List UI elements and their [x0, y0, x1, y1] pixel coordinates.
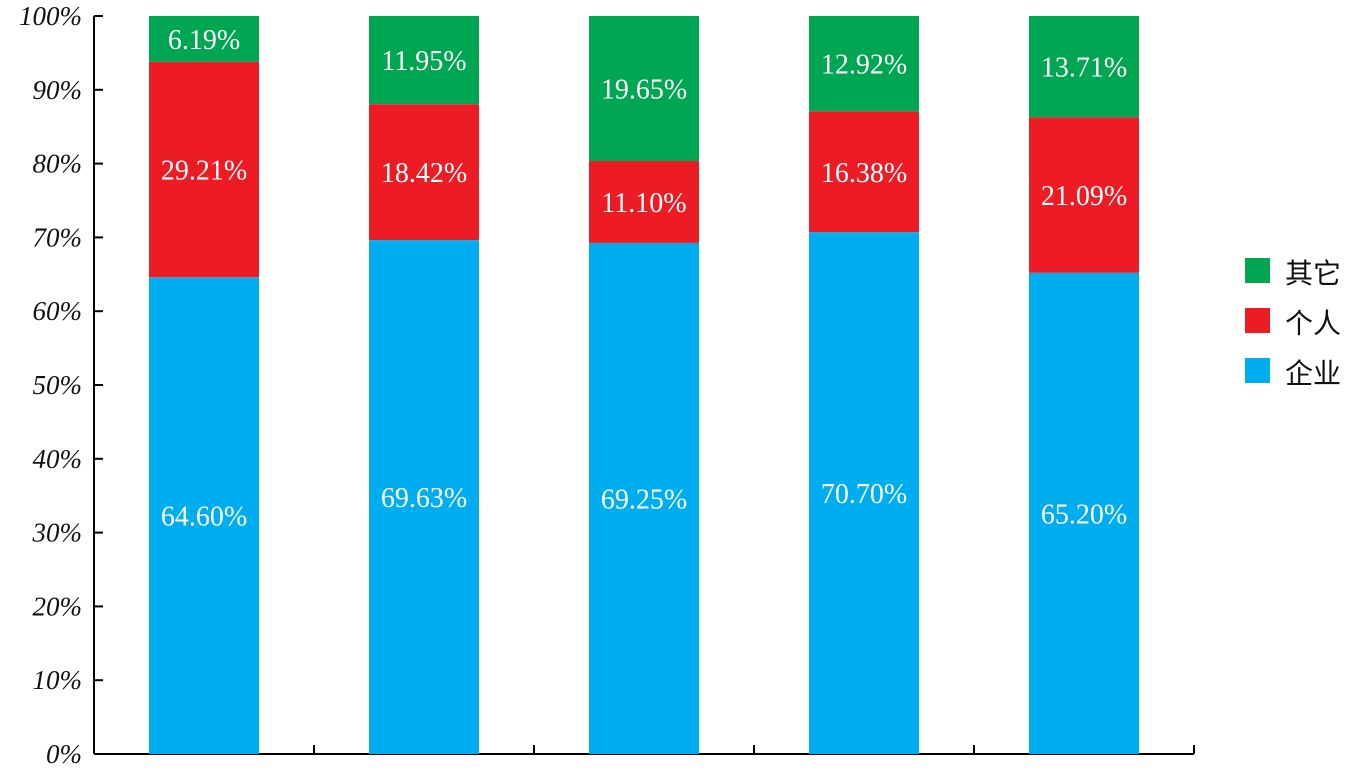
bar-segment-individual [809, 111, 919, 233]
data-label: 12.92% [821, 50, 907, 81]
data-label: 11.10% [601, 188, 686, 219]
chart-axes: 0% 10% 20% 30% 40% 50% 60% 70% 80% 90% 100% [19, 1, 1195, 769]
y-tick-label: 20% [33, 591, 83, 621]
bar-segment-enterprise [589, 242, 699, 754]
data-label: 65.20% [1041, 499, 1127, 530]
bar-segment-other [589, 16, 699, 162]
chart-bars [149, 16, 1139, 754]
y-tick-label: 60% [33, 296, 83, 326]
bar-segment-enterprise [369, 240, 479, 754]
bar-segment-other [149, 16, 259, 62]
legend-swatch [1245, 358, 1270, 383]
y-tick-label: 50% [33, 370, 83, 400]
bar-segment-enterprise [149, 277, 259, 754]
data-label: 29.21% [161, 155, 247, 186]
data-label: 11.95% [381, 46, 466, 77]
data-label: 64.60% [161, 502, 247, 533]
y-tick-label: 70% [33, 222, 83, 252]
bar-segment-individual [1029, 117, 1139, 273]
data-label: 70.70% [821, 479, 907, 510]
bar-segment-enterprise [809, 232, 919, 754]
bar-segment-individual [369, 104, 479, 241]
bar-segment-individual [149, 61, 259, 278]
y-tick-label: 80% [33, 149, 83, 179]
y-tick-label: 10% [33, 665, 83, 695]
bar-segment-other [809, 16, 919, 112]
y-tick-label: 30% [32, 518, 83, 548]
legend-swatch [1245, 258, 1270, 283]
data-label: 21.09% [1041, 181, 1127, 212]
y-tick-label: 100% [19, 1, 82, 31]
data-label: 6.19% [168, 25, 240, 56]
bar-segment-individual [589, 161, 699, 243]
y-tick-label: 40% [33, 444, 83, 474]
y-tick-label: 90% [33, 75, 83, 105]
data-label: 13.71% [1041, 53, 1127, 84]
data-label: 16.38% [821, 158, 907, 189]
bar-segment-other [1029, 16, 1139, 118]
legend-label: 其它 [1285, 257, 1341, 290]
bar-segment-enterprise [1029, 272, 1139, 754]
legend-label: 企业 [1285, 357, 1341, 390]
data-label: 69.25% [601, 484, 687, 515]
y-tick-label: 0% [46, 739, 82, 769]
chart-data-labels: 64.60% 29.21% 6.19% 69.63% 18.42% 11.95% 69.25… [161, 25, 1127, 533]
data-label: 18.42% [381, 158, 467, 189]
legend-swatch [1245, 308, 1270, 333]
bar-segment-other [369, 16, 479, 105]
legend-label: 个人 [1285, 307, 1341, 340]
data-label: 69.63% [381, 483, 467, 514]
data-label: 19.65% [601, 75, 687, 106]
